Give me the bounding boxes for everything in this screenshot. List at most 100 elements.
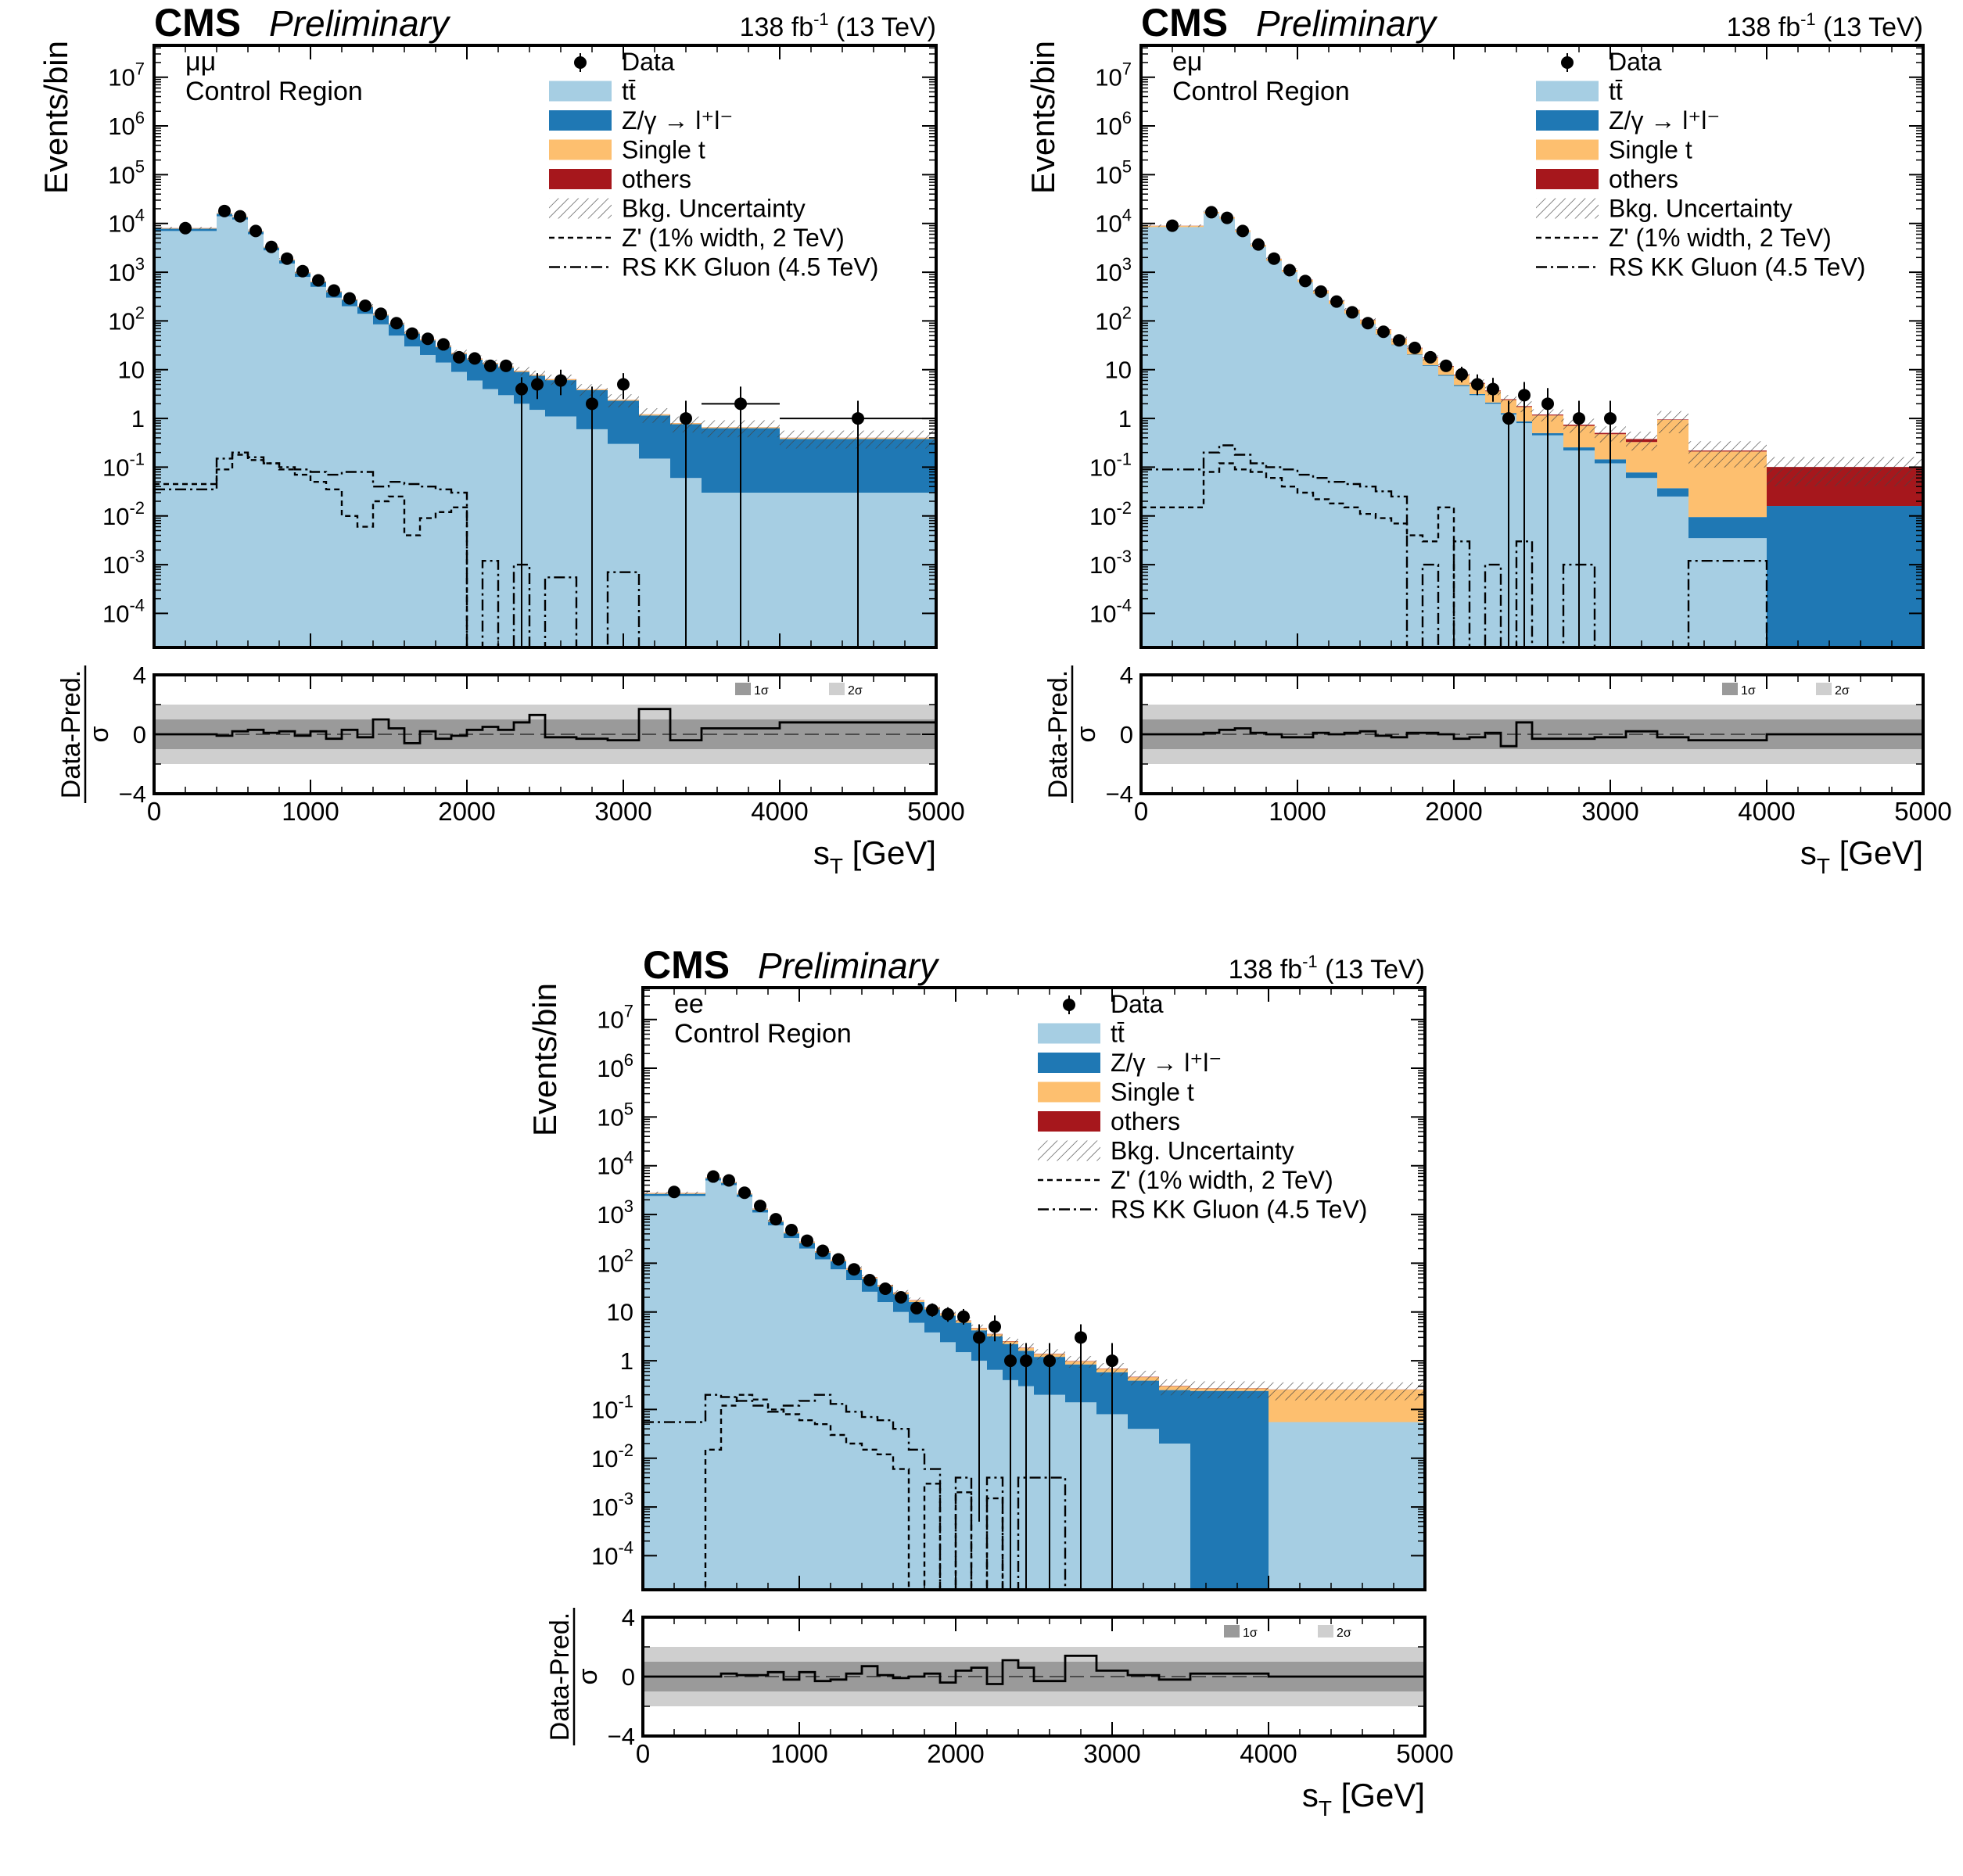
ttbar-bar xyxy=(154,231,217,647)
legend-label: Z/γ → l⁺l⁻ xyxy=(1609,106,1720,135)
data-point xyxy=(1604,412,1617,425)
ttbar-bar xyxy=(310,286,326,647)
legend-swatch xyxy=(1038,1111,1100,1132)
chart-svg: CMS Preliminary 138 fb-1 (13 TeV)10-410-31… xyxy=(526,943,1454,1820)
data-point xyxy=(926,1304,938,1317)
status-label: Preliminary xyxy=(269,3,451,44)
data-point xyxy=(1020,1354,1032,1368)
y-tick-exp: 5 xyxy=(624,1099,633,1118)
legend-swatch xyxy=(1536,110,1599,131)
data-point xyxy=(1166,219,1179,232)
uncertainty-band xyxy=(608,394,639,407)
data-point xyxy=(1315,285,1327,298)
data-point xyxy=(218,204,231,217)
ratio-y-tick-label: 4 xyxy=(133,662,146,689)
y-tick-base: 10 xyxy=(102,503,129,530)
y-tick-exp: 2 xyxy=(1122,303,1132,322)
ttbar-bar xyxy=(248,234,264,647)
y-tick-label: 104 xyxy=(108,206,145,238)
lumi-base: 138 fb xyxy=(1229,955,1303,985)
channel-label: ee xyxy=(674,989,704,1019)
y-axis-title: Events/bin xyxy=(1025,41,1061,194)
stack-group xyxy=(154,204,936,647)
kk-gluon-signal-line xyxy=(1141,444,1768,647)
y-tick-base: 10 xyxy=(597,1153,623,1180)
ttbar-bar xyxy=(1438,375,1454,647)
zprime-signal-line xyxy=(1141,462,1455,647)
data-point xyxy=(281,252,293,265)
x-tick-label: 0 xyxy=(147,797,161,826)
uncertainty-band xyxy=(1159,1379,1190,1396)
x-tick-label: 4000 xyxy=(751,797,808,826)
legend-swatch xyxy=(1536,81,1599,102)
data-point xyxy=(531,378,544,391)
y-tick-label: 10-3 xyxy=(102,547,145,579)
legend-label: Bkg. Uncertainty xyxy=(622,195,806,223)
y-tick-exp: 2 xyxy=(135,303,145,322)
data-point xyxy=(1541,397,1554,411)
data-point xyxy=(1221,211,1233,224)
ttbar-bar xyxy=(784,1238,799,1590)
ratio-y-title-numerator: Data-Pred. xyxy=(56,670,86,798)
ttbar-bar xyxy=(217,216,232,647)
lumi-rest: (13 TeV) xyxy=(829,13,936,42)
ratio-pull-line xyxy=(154,708,936,744)
x-tick-label: 0 xyxy=(1134,797,1148,826)
ttbar-bar xyxy=(1657,496,1688,647)
x-axis-title: sT [GeV] xyxy=(1302,1777,1425,1820)
legend-label: others xyxy=(622,165,691,193)
y-tick-base: 10 xyxy=(1095,307,1121,335)
y-tick-exp: 6 xyxy=(135,108,145,127)
data-point xyxy=(680,412,692,425)
y-tick-label: 107 xyxy=(1095,59,1132,91)
y-tick-label: 10 xyxy=(607,1299,633,1326)
y-tick-label: 105 xyxy=(1095,156,1132,188)
y-tick-label: 103 xyxy=(597,1196,633,1229)
legend-swatch xyxy=(549,139,612,160)
y-tick-exp: 3 xyxy=(1122,254,1132,274)
lumi-exp: -1 xyxy=(1302,952,1318,971)
legend-label: Single t xyxy=(622,136,705,164)
stack-group xyxy=(643,1170,1425,1590)
y-tick-label: 102 xyxy=(1095,303,1132,335)
legend-label: tt̄ xyxy=(1609,77,1623,106)
y-tick-label: 10-3 xyxy=(591,1489,633,1521)
channel-label: eμ xyxy=(1172,47,1203,77)
y-tick-label: 107 xyxy=(597,1002,633,1034)
y-tick-base: 10 xyxy=(108,307,135,335)
stack-group xyxy=(1141,206,1923,647)
ttbar-bar xyxy=(232,219,248,647)
legend-label: others xyxy=(1111,1107,1180,1135)
x-tick-label: 4000 xyxy=(1738,797,1795,826)
ttbar-bar xyxy=(940,1342,956,1590)
x-axis-title-unit: [GeV] xyxy=(1332,1777,1425,1813)
legend-swatch xyxy=(549,81,612,102)
uncertainty-band xyxy=(1501,395,1516,405)
ttbar-bar xyxy=(1423,365,1438,647)
y-tick-base: 10 xyxy=(591,1396,618,1423)
y-tick-exp: -2 xyxy=(618,1440,633,1460)
legend-label: Z' (1% width, 2 TeV) xyxy=(1111,1166,1333,1194)
y-tick-label: 102 xyxy=(597,1245,633,1277)
x-tick-label: 1000 xyxy=(282,797,339,826)
ttbar-bar xyxy=(1219,218,1235,647)
data-point xyxy=(1471,378,1484,391)
x-axis-title-main: s xyxy=(813,834,830,871)
ratio-y-title-numerator: Data-Pred. xyxy=(545,1612,575,1741)
ttbar-bar xyxy=(1128,1429,1159,1590)
dy-bar xyxy=(940,1315,956,1343)
legend-swatch xyxy=(549,110,612,131)
legend-label: Z/γ → l⁺l⁻ xyxy=(622,106,733,135)
ratio-y-tick-label: 4 xyxy=(1120,662,1133,689)
legend-label: Data xyxy=(1111,990,1164,1018)
dy-bar xyxy=(1657,488,1688,497)
y-tick-base: 10 xyxy=(1095,259,1121,286)
ttbar-bar xyxy=(420,354,436,647)
ttbar-bar xyxy=(1329,304,1344,647)
x-tick-label: 3000 xyxy=(594,797,651,826)
y-tick-label: 10-4 xyxy=(102,595,145,627)
ttbar-bar xyxy=(1360,324,1376,647)
y-tick-base: 10 xyxy=(597,1250,623,1277)
ttbar-bar xyxy=(643,1196,705,1590)
y-tick-base: 10 xyxy=(102,551,129,579)
